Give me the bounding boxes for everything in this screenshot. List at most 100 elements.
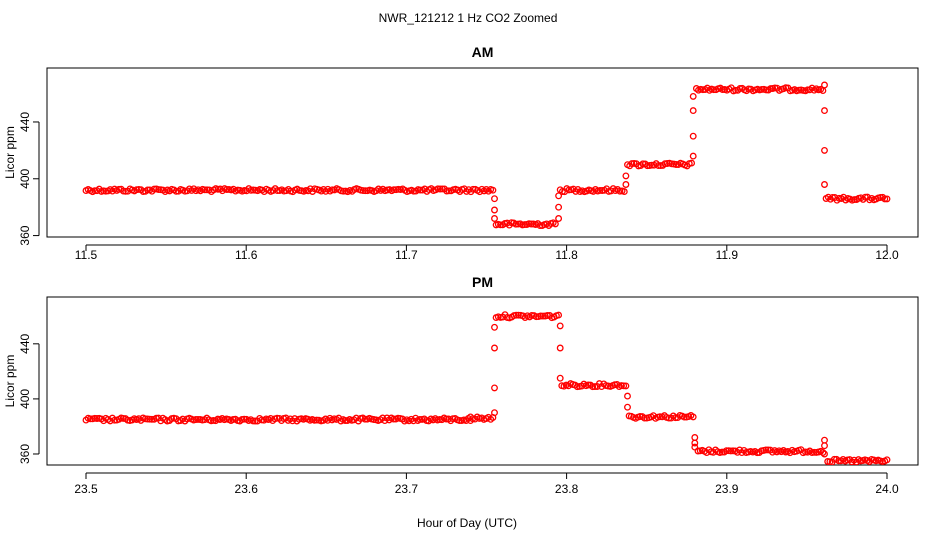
am-data-point [762, 86, 770, 94]
am-data-point [150, 185, 158, 193]
am-data-point [850, 196, 858, 204]
pm-data-points [82, 311, 891, 465]
pm-data-point [680, 413, 688, 421]
am-data-point [144, 186, 152, 194]
pm-data-point [111, 416, 119, 424]
am-y-tick-label: 360 [18, 225, 32, 245]
pm-data-point [622, 382, 630, 390]
am-transition-point [622, 172, 630, 180]
pm-transition-point [556, 344, 564, 352]
pm-data-point [835, 457, 843, 465]
am-transition-point [821, 107, 828, 115]
pm-data-point [194, 415, 202, 423]
am-transition-point [622, 181, 630, 188]
am-data-point [620, 188, 628, 196]
pm-data-point [819, 449, 827, 456]
pm-data-point [514, 311, 522, 319]
am-data-point [416, 186, 424, 194]
am-data-point [551, 220, 559, 228]
am-x-tick-label: 11.9 [716, 248, 739, 262]
am-data-point [497, 221, 504, 229]
pm-data-point [240, 415, 248, 423]
pm-data-point [636, 413, 644, 420]
am-transition-point [555, 215, 563, 222]
am-data-point [536, 222, 544, 230]
pm-transition-point [691, 434, 699, 441]
pm-panel: PM 23.5 23.6 23.7 23.8 23.9 24.0 360 400 440Licor… [3, 274, 919, 496]
am-data-point [710, 86, 718, 94]
am-data-point [648, 161, 656, 169]
x-axis-label: Hour of Day (UTC) [417, 516, 517, 530]
pm-x-tick-label: 23.5 [74, 482, 98, 496]
am-transition-point [821, 81, 828, 89]
am-panel-title: AM [472, 44, 494, 60]
pm-transition-point [556, 374, 564, 382]
pm-x-tick-label: 23.9 [715, 482, 739, 496]
am-data-point [201, 186, 209, 194]
am-data-point [469, 185, 477, 193]
pm-data-point [830, 455, 838, 463]
pm-data-point [589, 383, 597, 391]
am-plot-frame [46, 67, 919, 238]
am-data-point [688, 159, 696, 167]
am-transition-point [491, 195, 498, 203]
am-data-point [359, 187, 367, 195]
pm-transition-point [821, 442, 828, 450]
pm-data-point [456, 417, 463, 424]
pm-x-tick-label: 23.6 [235, 482, 259, 496]
pm-data-point [723, 447, 730, 455]
am-data-point [91, 187, 99, 195]
pm-data-point [537, 312, 545, 320]
am-x-tick-label: 11.6 [235, 248, 258, 262]
pm-data-point [390, 415, 398, 423]
pm-data-point [539, 312, 547, 320]
am-data-point [445, 187, 453, 195]
am-y-axis-label: Licor ppm [3, 126, 17, 179]
pm-data-point [883, 456, 891, 464]
pm-transition-point [491, 384, 498, 392]
pm-transition-point [821, 436, 828, 444]
am-data-point [883, 195, 891, 203]
am-y-tick-label: 440 [18, 112, 32, 132]
pm-transition-point [556, 322, 564, 330]
am-data-points [82, 81, 891, 230]
am-data-point [328, 186, 336, 194]
am-data-point [881, 195, 889, 203]
pm-data-point [532, 313, 540, 321]
pm-x-tick-label: 24.0 [875, 482, 899, 496]
pm-data-point [416, 415, 424, 423]
pm-panel-title: PM [472, 274, 493, 290]
pm-data-point [249, 417, 257, 425]
am-data-point [155, 186, 163, 194]
am-y-tick-label: 400 [18, 168, 32, 188]
pm-y-tick-label: 400 [18, 389, 32, 409]
pm-data-point [689, 413, 697, 421]
am-transition-point [689, 92, 697, 100]
am-data-point [719, 86, 726, 94]
am-transition-point [491, 215, 498, 222]
am-transition-point [555, 192, 563, 200]
am-transition-point [689, 107, 697, 115]
am-transition-point [555, 203, 563, 211]
pm-transition-point [691, 439, 699, 447]
am-x-tick-label: 11.5 [75, 248, 98, 262]
pm-transition-point [691, 443, 699, 451]
am-panel: AM 11.5 11.6 11.7 11.8 11.9 12.0 360 400 440Licor… [3, 44, 919, 262]
pm-data-point [762, 446, 770, 454]
pm-transition-point [491, 344, 498, 352]
am-data-point [339, 187, 347, 195]
pm-transition-point [821, 450, 828, 458]
am-data-point [273, 187, 281, 195]
pm-data-point [148, 415, 156, 423]
am-transition-point [491, 206, 498, 214]
pm-data-point [146, 415, 154, 423]
pm-data-point [727, 447, 735, 455]
pm-x-tick-label: 23.8 [555, 482, 579, 496]
pm-transition-point [491, 323, 498, 331]
figure-title: NWR_121212 1 Hz CO2 Zoomed [379, 11, 558, 25]
am-data-point [489, 186, 497, 194]
am-data-point [596, 186, 604, 194]
pm-data-point [86, 415, 94, 423]
am-data-point [512, 220, 520, 228]
pm-data-point [555, 311, 563, 319]
